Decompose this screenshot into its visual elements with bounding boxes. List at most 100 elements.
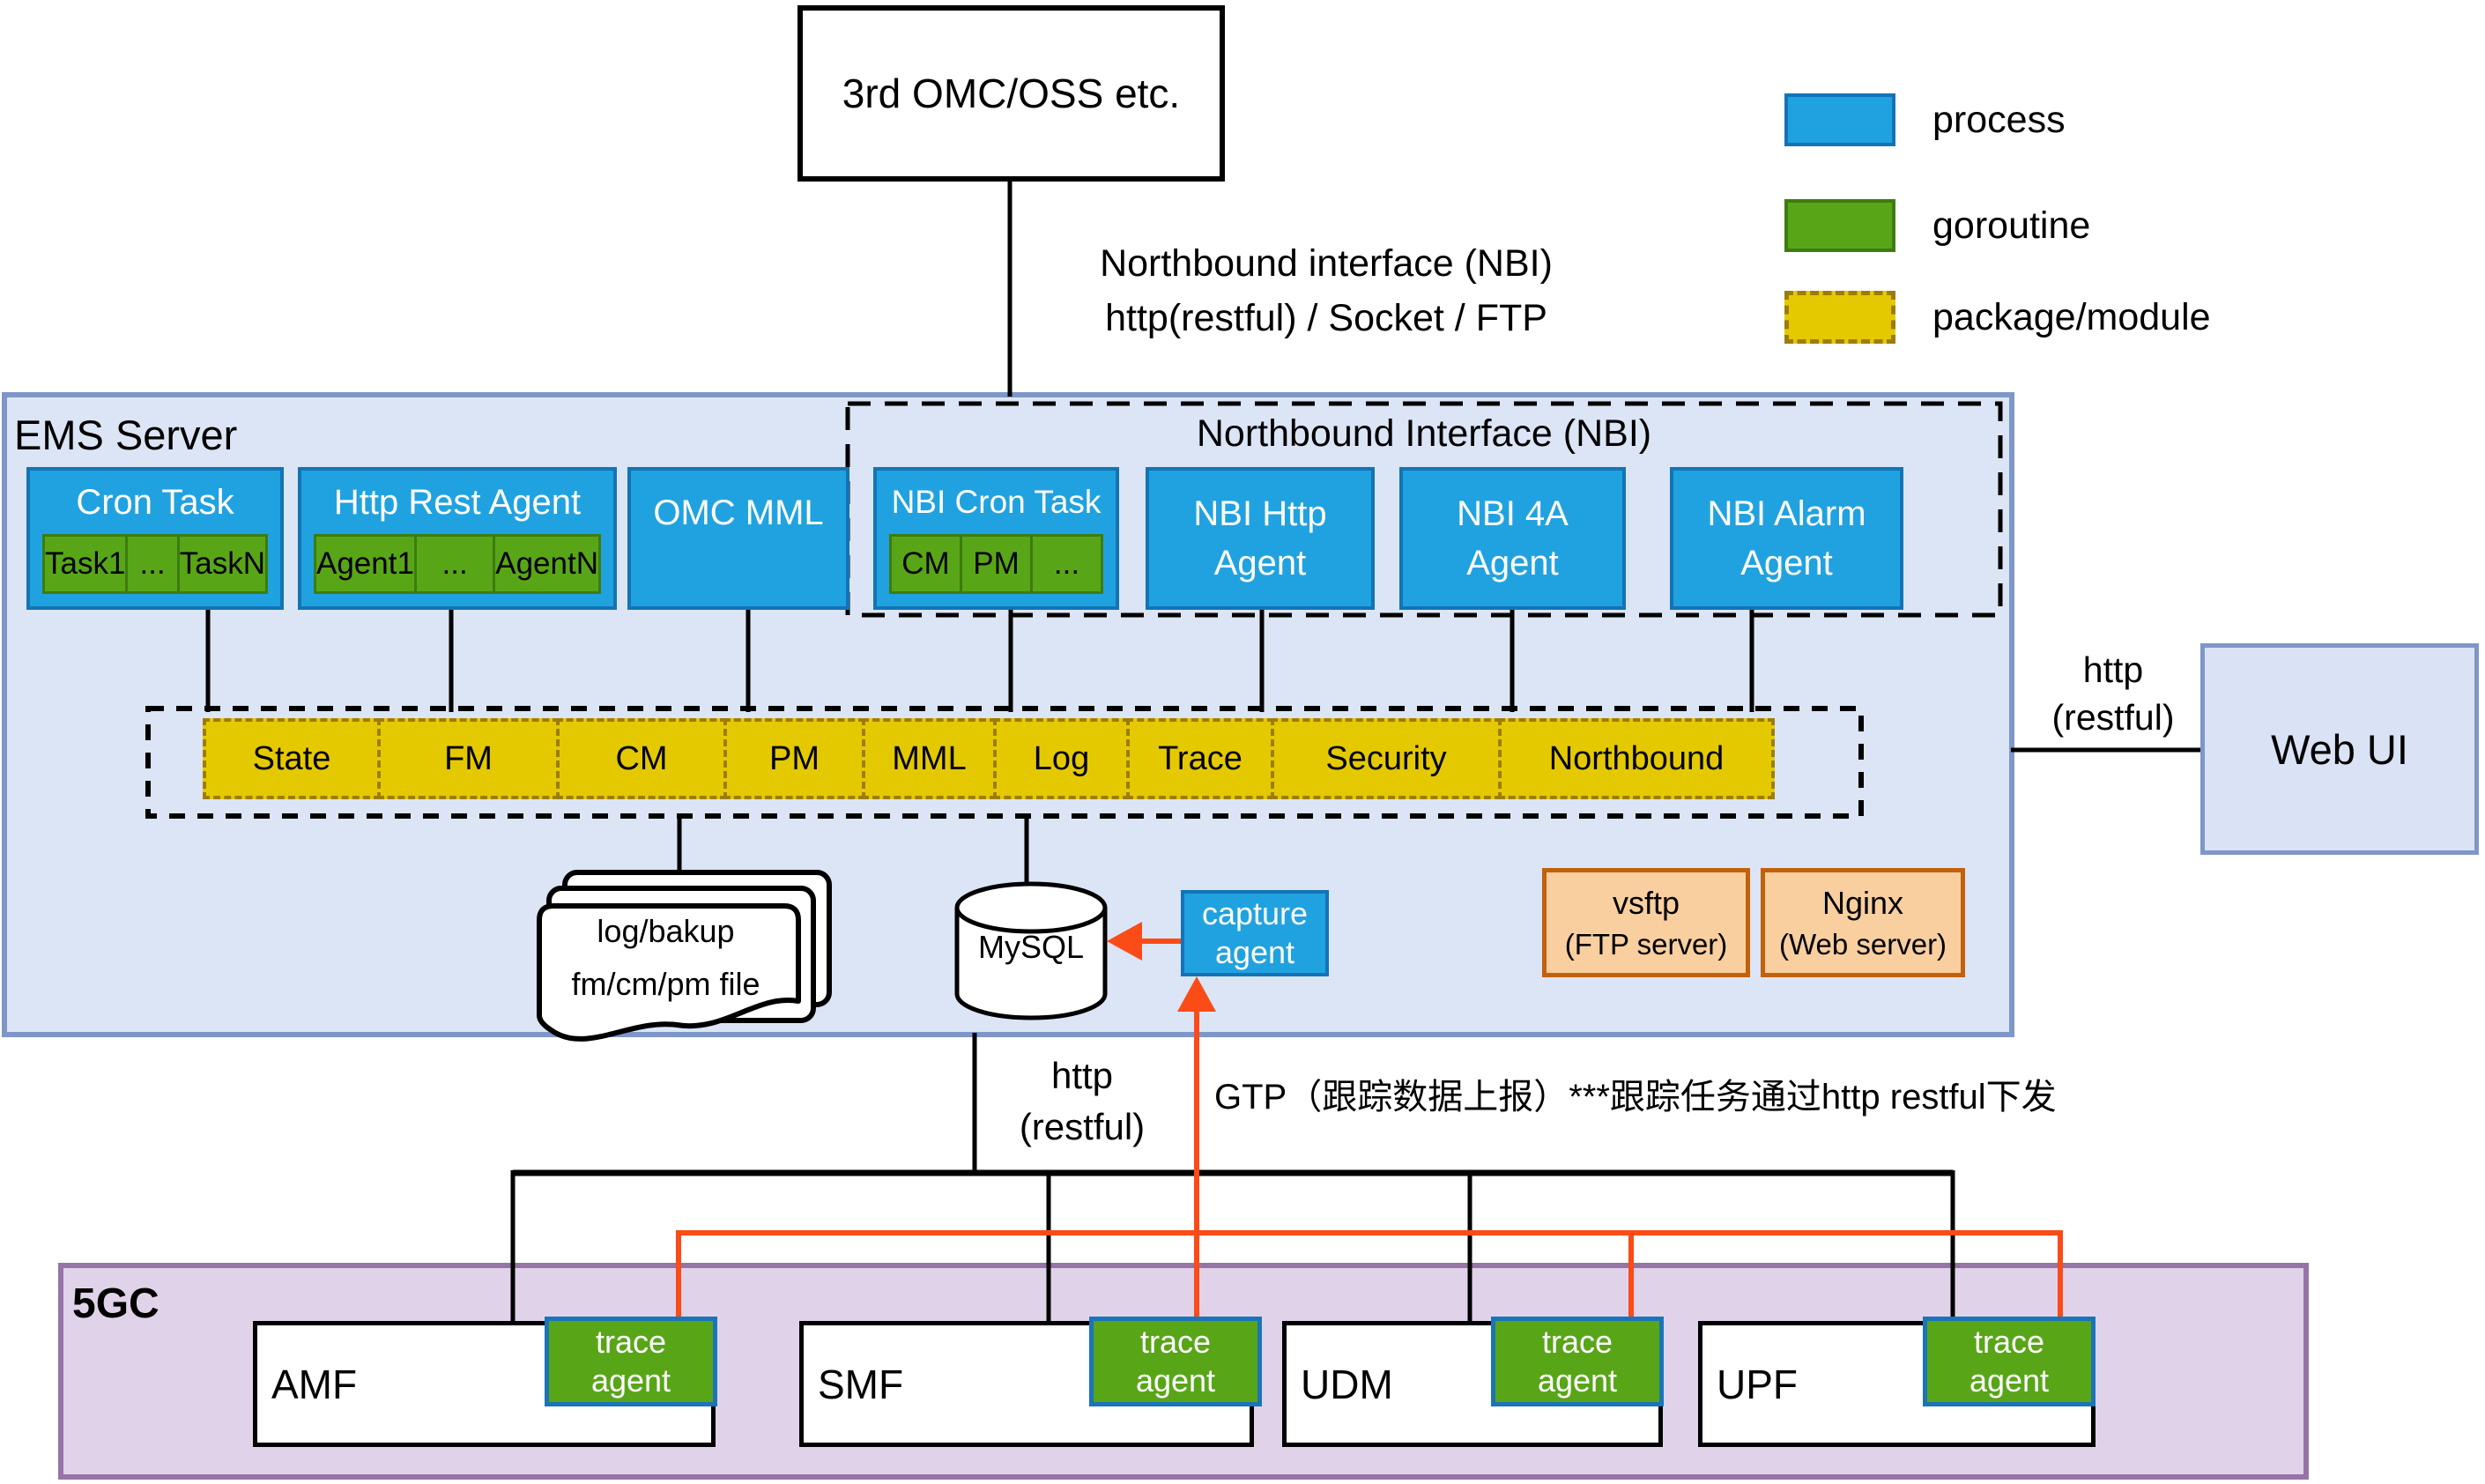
trace-agent-line2: agent: [1537, 1362, 1618, 1399]
http-rest-agent-title: Http Rest Agent: [333, 483, 582, 522]
goroutine-cell: ...: [1030, 537, 1101, 591]
nginx-line1: Nginx: [1821, 885, 1904, 921]
file-stack-shape: [537, 870, 832, 1042]
nf-smf-label: SMF: [818, 1361, 904, 1407]
arrowhead-left-mysql: [1107, 922, 1142, 961]
module-state: State: [203, 718, 381, 799]
arrowhead-up-capture-agent: [1177, 976, 1216, 1012]
trace-agent-udm: trace agent: [1491, 1317, 1664, 1406]
goroutine-cell: AgentN: [493, 537, 598, 591]
nginx-server-box: Nginx (Web server): [1761, 868, 1965, 977]
process-box-http-rest-agent: Http Rest Agent Agent1 ... AgentN: [298, 467, 617, 610]
south-link-line1: http: [1050, 1055, 1114, 1096]
module-log: Log: [993, 718, 1130, 799]
legend-item-goroutine: goroutine: [1784, 199, 2090, 252]
capture-agent-line2: agent: [1214, 934, 1295, 970]
trace-agent-line1: trace: [1973, 1324, 2045, 1360]
external-omc-oss-box: 3rd OMC/OSS etc.: [797, 5, 1225, 182]
legend-item-package: package/module: [1784, 291, 2211, 344]
nbi-4a-agent-line2: Agent: [1466, 544, 1559, 582]
trace-agent-amf: trace agent: [545, 1317, 717, 1406]
module-northbound: Northbound: [1498, 718, 1775, 799]
process-box-nbi-alarm-agent: NBI Alarm Agent: [1670, 467, 1903, 610]
fivegc-title: 5GC: [72, 1280, 159, 1327]
process-box-nbi-http-agent: NBI Http Agent: [1146, 467, 1375, 610]
process-box-capture-agent: capture agent: [1181, 890, 1329, 976]
trace-agent-smf: trace agent: [1089, 1317, 1262, 1406]
nbi-cron-task-title: NBI Cron Task: [891, 484, 1102, 520]
nbi-http-agent-line1: NBI Http: [1193, 494, 1327, 533]
process-swatch-icon: [1784, 93, 1895, 146]
vsftp-line1: vsftp: [1612, 885, 1680, 921]
webui-link-label: http (restful): [2027, 646, 2199, 741]
cron-task-title: Cron Task: [76, 483, 234, 522]
webui-link-line2: (restful): [2051, 697, 2175, 738]
trace-agent-line1: trace: [1139, 1324, 1212, 1360]
goroutine-cell: CM: [901, 546, 950, 581]
nf-upf-label: UPF: [1717, 1361, 1798, 1407]
south-link-label: http (restful): [994, 1050, 1170, 1153]
legend-package-label: package/module: [1932, 295, 2211, 338]
goroutine-cell: Task1: [45, 546, 126, 581]
module-row: State FM CM PM MML Log Trace Security No…: [203, 718, 1789, 799]
trace-agent-line1: trace: [595, 1324, 667, 1360]
vsftp-server-box: vsftp (FTP server): [1542, 868, 1750, 977]
nf-udm-label: UDM: [1301, 1361, 1393, 1407]
nf-amf-label: AMF: [271, 1361, 358, 1407]
legend-goroutine-label: goroutine: [1932, 204, 2091, 247]
goroutine-swatch-icon: [1784, 199, 1895, 252]
goroutine-cell: Agent1: [316, 546, 414, 581]
web-ui-box: Web UI: [2200, 643, 2479, 855]
module-cm: CM: [556, 718, 727, 799]
module-fm: FM: [377, 718, 560, 799]
trace-agent-line2: agent: [590, 1362, 671, 1399]
module-group-dashed-border: [145, 706, 1864, 819]
module-security: Security: [1271, 718, 1502, 799]
package-swatch-icon: [1784, 291, 1895, 344]
trace-agent-upf: trace agent: [1923, 1317, 2096, 1406]
process-box-omc-mml: OMC MML: [627, 467, 849, 610]
vsftp-line2: (FTP server): [1564, 928, 1728, 961]
nginx-line2: (Web server): [1778, 928, 1947, 961]
trace-link-lines: [676, 939, 2063, 1322]
gtp-note: GTP（跟踪数据上报）***跟踪任务通过http restful下发: [1214, 1078, 2057, 1117]
trace-agent-line1: trace: [1541, 1324, 1613, 1360]
omc-mml-title: OMC MML: [653, 493, 824, 532]
process-box-nbi-4a-agent: NBI 4A Agent: [1399, 467, 1626, 610]
capture-agent-line1: capture: [1201, 895, 1309, 931]
http-rest-goroutines: Agent1 ... AgentN: [314, 534, 601, 594]
process-box-cron-task: Cron Task Task1 ... TaskN: [26, 467, 284, 610]
nbi-cron-goroutines: CM PM ...: [889, 534, 1103, 594]
nbi-alarm-agent-line1: NBI Alarm: [1707, 494, 1866, 533]
nbi-dashed-border: [845, 401, 2003, 618]
nbi-link-line2: http(restful) / Socket / FTP: [1105, 297, 1547, 339]
trace-agent-line2: agent: [1135, 1362, 1216, 1399]
cron-task-goroutines: Task1 ... TaskN: [42, 534, 268, 594]
nbi-group-title: Northbound Interface (NBI): [1196, 412, 1652, 455]
nbi-4a-agent-line1: NBI 4A: [1457, 494, 1569, 533]
external-omc-oss-label: 3rd OMC/OSS etc.: [842, 70, 1181, 116]
trace-agent-line2: agent: [1969, 1362, 2050, 1399]
mysql-cylinder-shape: [954, 881, 1108, 1020]
module-mml: MML: [862, 718, 997, 799]
mysql-label: MySQL: [977, 929, 1085, 965]
legend-process-label: process: [1932, 98, 2066, 141]
file-stack-label-line1: log/bakup: [597, 913, 735, 949]
module-trace: Trace: [1126, 718, 1274, 799]
goroutine-cell: PM: [960, 537, 1030, 591]
goroutine-cell: TaskN: [176, 537, 265, 591]
file-stack-label-line2: fm/cm/pm file: [571, 966, 760, 1002]
nbi-link-label: Northbound interface (NBI) http(restful)…: [1035, 236, 1617, 345]
nbi-alarm-agent-line2: Agent: [1740, 544, 1833, 582]
module-pm: PM: [723, 718, 865, 799]
legend-item-process: process: [1784, 93, 2066, 146]
ems-server-title: EMS Server: [14, 412, 238, 458]
goroutine-cell: ...: [125, 537, 176, 591]
webui-link-line1: http: [2082, 649, 2144, 690]
nbi-link-line1: Northbound interface (NBI): [1100, 242, 1553, 285]
south-link-line2: (restful): [1019, 1106, 1146, 1147]
web-ui-label: Web UI: [2271, 725, 2408, 773]
process-box-nbi-cron-task: NBI Cron Task CM PM ...: [873, 467, 1119, 610]
goroutine-cell: ...: [413, 537, 493, 591]
